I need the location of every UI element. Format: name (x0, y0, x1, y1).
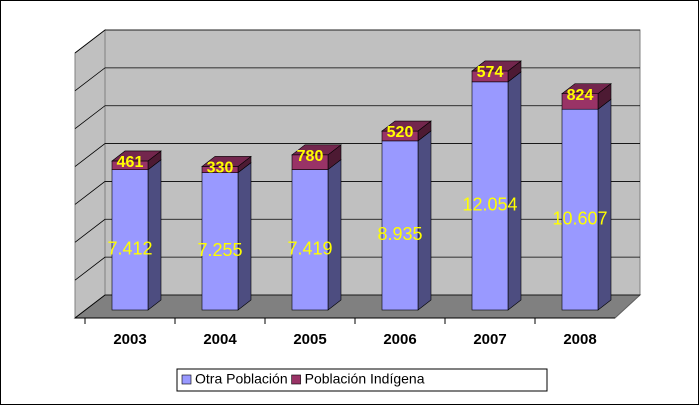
bar (111, 169, 149, 311)
legend (176, 368, 548, 392)
bar (471, 81, 509, 311)
x-tick-label: 2003 (113, 331, 146, 348)
bar-side (597, 98, 612, 311)
x-tick-label: 2008 (563, 331, 596, 348)
data-label: 7.419 (287, 239, 332, 259)
grid-line (74, 218, 640, 243)
x-tick-label: 2004 (203, 331, 237, 348)
x-tick-label: 2007 (473, 331, 506, 348)
data-label: 7.255 (197, 240, 242, 260)
bar-top (201, 156, 252, 167)
side-wall (74, 28, 106, 320)
legend-swatch (291, 374, 301, 385)
grid-line (74, 143, 640, 167)
grid-line (74, 181, 640, 205)
data-label: 461 (117, 154, 144, 171)
grid-line (74, 256, 640, 281)
bar-top (291, 144, 342, 156)
data-label: 330 (207, 160, 234, 177)
data-label: 10.607 (552, 208, 607, 228)
bar-side (507, 71, 522, 311)
x-tick-label: 2006 (383, 331, 416, 348)
bar-top (381, 120, 432, 132)
data-label: 7.412 (107, 239, 152, 259)
grid-line (74, 105, 640, 130)
bar (291, 169, 329, 311)
legend-swatch (181, 374, 192, 385)
grid-line (74, 67, 640, 92)
bar (201, 172, 239, 311)
data-label: 780 (297, 148, 324, 165)
bar-side (417, 130, 432, 311)
data-label: 824 (567, 87, 594, 104)
data-label: 12.054 (462, 195, 517, 215)
x-tick-label: 2005 (293, 331, 326, 348)
bar-side (327, 158, 342, 311)
bar-side (237, 162, 252, 311)
back-wall (104, 29, 641, 296)
data-label: 8.935 (377, 224, 422, 244)
data-label: 520 (387, 124, 414, 141)
grid-line (74, 294, 640, 319)
bar-top (561, 83, 612, 94)
bar-top (111, 150, 162, 162)
legend-label: Población Indígena (305, 371, 425, 387)
legend-label: Otra Población (195, 371, 288, 387)
data-label: 574 (477, 64, 504, 81)
bar-side (147, 159, 162, 311)
bar-top (471, 60, 522, 72)
grid-line (74, 29, 640, 54)
